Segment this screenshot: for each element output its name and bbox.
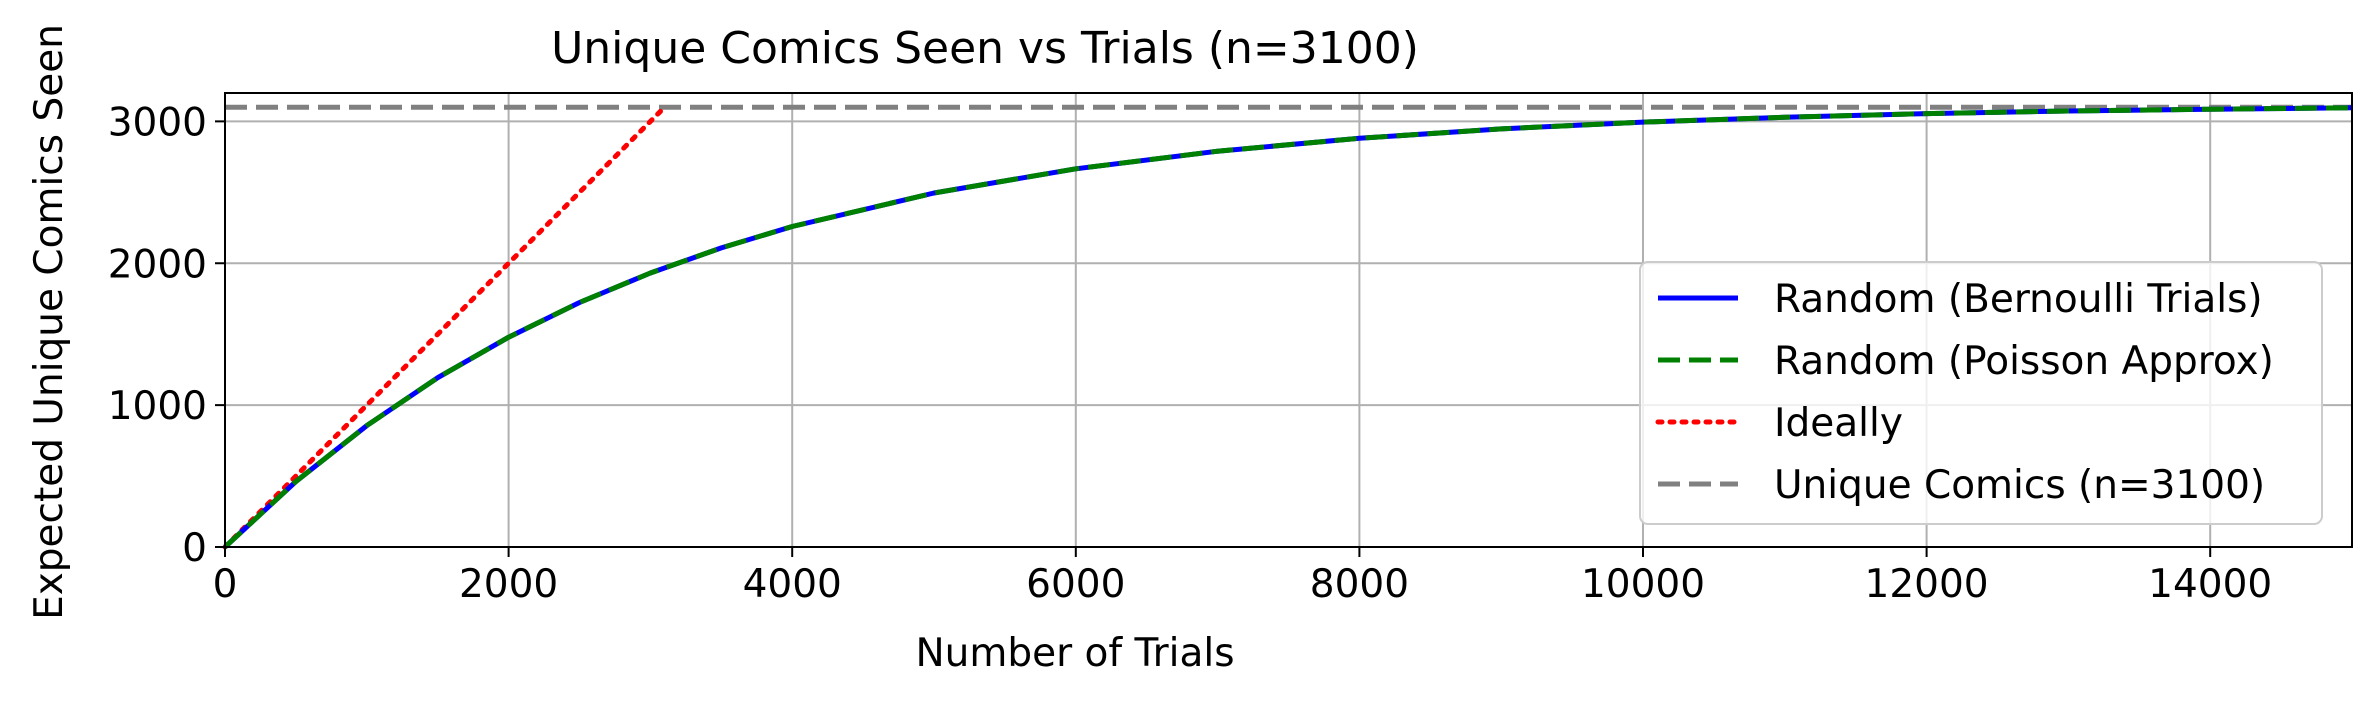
x-tick-label: 6000 (1026, 562, 1125, 607)
y-tick-label: 1000 (108, 384, 207, 429)
x-tick-label: 10000 (1581, 562, 1705, 607)
legend: Random (Bernoulli Trials) Random (Poisson… (1639, 261, 2323, 525)
legend-label: Random (Poisson Approx) (1774, 339, 2274, 384)
x-axis-label: Number of Trials (915, 631, 1234, 676)
x-tick-label: 14000 (2148, 562, 2272, 607)
legend-label: Random (Bernoulli Trials) (1774, 277, 2263, 322)
x-tick-label: 12000 (1865, 562, 1989, 607)
x-tick-label: 2000 (459, 562, 558, 607)
y-tick-label: 3000 (108, 100, 207, 145)
y-axis-label: Expected Unique Comics Seen (27, 24, 72, 620)
x-axis: 0 2000 4000 6000 8000 10000 12000 14000 (213, 547, 2272, 607)
series-line-2 (222, 104, 668, 550)
chart-title: Unique Comics Seen vs Trials (n=3100) (551, 23, 1419, 74)
legend-box (1639, 261, 2323, 525)
x-tick-label: 0 (213, 562, 238, 607)
x-tick-label: 4000 (743, 562, 842, 607)
legend-label: Unique Comics (n=3100) (1774, 463, 2265, 508)
series-line-1 (223, 105, 2353, 549)
y-tick-label: 2000 (108, 242, 207, 287)
plot-frame (224, 92, 2353, 548)
y-tick-label: 0 (182, 526, 207, 571)
legend-label: Ideally (1774, 401, 1903, 446)
y-axis: 0 1000 2000 3000 (108, 100, 225, 571)
x-tick-label: 8000 (1310, 562, 1409, 607)
plot-lines (222, 104, 2353, 550)
